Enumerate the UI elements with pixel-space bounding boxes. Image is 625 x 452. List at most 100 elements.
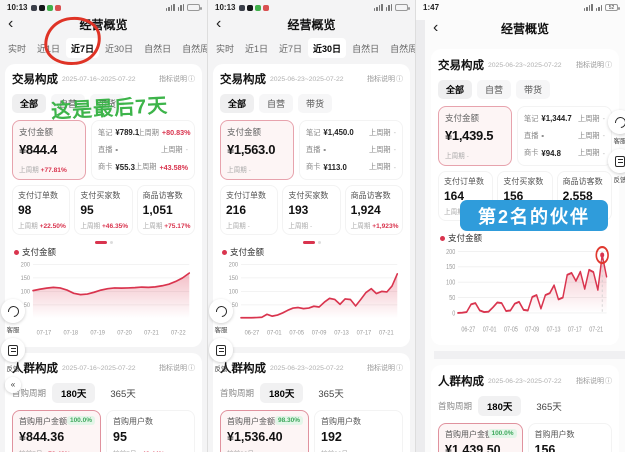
tab-1day[interactable]: 近1日 xyxy=(245,44,269,54)
pill-self[interactable]: 自营 xyxy=(51,94,86,113)
tab-natural-day[interactable]: 自然日 xyxy=(352,44,380,54)
customer-service-button[interactable]: 客服 xyxy=(1,299,25,334)
pill-affiliate[interactable]: 带货 xyxy=(298,94,333,113)
status-time: 1:47 xyxy=(423,3,440,12)
date-range: 2025-06-23~2025-07-22 xyxy=(270,75,344,83)
floating-tools: 客服 反馈 xyxy=(209,299,233,373)
tab-natural-week[interactable]: 自然周 xyxy=(182,44,207,54)
back-icon[interactable] xyxy=(216,17,230,31)
app-icon xyxy=(239,4,246,11)
channel-pills: 全部 自营 带货 xyxy=(220,94,403,113)
stat-buyers[interactable]: 支付买家数 156 xyxy=(497,171,553,221)
info-icon xyxy=(605,60,612,70)
pill-self[interactable]: 自营 xyxy=(477,80,512,99)
pill-all[interactable]: 全部 xyxy=(438,80,473,99)
metric-info-link[interactable]: 指标说明 xyxy=(159,363,195,373)
crowd-composition-card: 人群构成 2025-06-23~2025-07-22 指标说明 首购周期 180… xyxy=(431,365,619,452)
feedback-icon xyxy=(615,155,625,167)
status-system-icons xyxy=(373,4,410,11)
pill-all[interactable]: 全部 xyxy=(12,94,47,113)
carousel-dots[interactable] xyxy=(12,241,195,244)
tab-natural-week[interactable]: 自然周 xyxy=(390,44,415,54)
customer-service-button[interactable]: 客服 xyxy=(209,299,233,334)
tab-7days[interactable]: 近7日 xyxy=(66,38,100,58)
feedback-button[interactable]: 反馈 xyxy=(608,149,625,184)
customer-service-icon xyxy=(213,303,229,319)
tab-1day[interactable]: 近1日 xyxy=(37,44,61,54)
metric-info-link[interactable]: 指标说明 xyxy=(576,60,612,70)
payment-amount-card[interactable]: 支付金额 ¥844.4 上周期 +77.81% xyxy=(12,120,86,180)
first-purchase-amount-card[interactable]: 100.0% 首购用户金额 ¥844.36 较前7日 +79.48% xyxy=(12,410,101,452)
blue-caption-annotation: 第2名的伙伴 xyxy=(460,200,608,231)
metric-info-link[interactable]: 指标说明 xyxy=(367,363,403,373)
metric-info-link[interactable]: 指标说明 xyxy=(159,74,195,84)
payment-amount-card[interactable]: 支付金额 ¥1,439.5 上周期 - xyxy=(438,106,512,166)
app-icon xyxy=(55,4,62,11)
svg-text:50: 50 xyxy=(449,294,455,302)
first-purchase-users-card[interactable]: 首购用户数 156 较前30日 - xyxy=(527,423,612,452)
card-header: 交易构成 2025-06-23~2025-07-22 指标说明 xyxy=(220,71,403,87)
first-purchase-amount-card[interactable]: 100.0% 首购用户金额 ¥1,439.50 较前30日 - xyxy=(438,423,523,452)
stat-buyers[interactable]: 支付买家数 193 上周期 - xyxy=(282,185,341,235)
svg-text:0: 0 xyxy=(452,310,455,318)
pill-self[interactable]: 自营 xyxy=(259,94,294,113)
app-icon xyxy=(255,4,262,11)
period-label: 首购周期 xyxy=(220,388,255,398)
collapse-button[interactable]: « xyxy=(5,377,21,393)
period-365[interactable]: 365天 xyxy=(318,389,344,400)
svg-text:07-13: 07-13 xyxy=(547,326,561,334)
period-365[interactable]: 365天 xyxy=(536,402,562,413)
app-icon xyxy=(263,4,270,11)
card-header: 人群构成 2025-06-23~2025-07-22 指标说明 xyxy=(220,360,403,376)
period-365[interactable]: 365天 xyxy=(110,389,136,400)
customer-service-icon xyxy=(612,114,625,130)
crowd-composition-card: 人群构成 2025-07-16~2025-07-22 指标说明 首购周期 180… xyxy=(5,353,202,452)
first-purchase-users-card[interactable]: 首购用户数 95 较前7日 +48.44% xyxy=(106,410,195,452)
status-time: 10:13 xyxy=(7,3,28,12)
first-purchase-period-tabs: 首购周期 180天 365天 xyxy=(438,396,612,416)
tab-realtime[interactable]: 实时 xyxy=(216,44,235,54)
crowd-cards: 98.30% 首购用户金额 ¥1,536.40 较前30日 - 首购用户数 19… xyxy=(220,410,403,452)
pill-all[interactable]: 全部 xyxy=(220,94,255,113)
tab-7days[interactable]: 近7日 xyxy=(279,44,303,54)
section-title: 交易构成 xyxy=(438,60,484,72)
svg-text:200: 200 xyxy=(229,261,239,268)
tab-30days[interactable]: 近30日 xyxy=(308,38,347,58)
phone-screenshot-1: 10:13 经营概览 实时 近1日 近7日 近30日 自然日 自然周 自然 这是… xyxy=(0,0,208,452)
metric-info-link[interactable]: 指标说明 xyxy=(367,74,403,84)
stat-buyers[interactable]: 支付买家数 95 上周期 +46.35% xyxy=(74,185,133,235)
stat-visitors[interactable]: 商品访客数 1,051 上周期 +75.17% xyxy=(136,185,195,235)
first-purchase-users-card[interactable]: 首购用户数 192 较前30日 - xyxy=(314,410,403,452)
back-icon[interactable] xyxy=(433,21,447,35)
pill-affiliate[interactable]: 带货 xyxy=(90,94,125,113)
tab-realtime[interactable]: 实时 xyxy=(8,44,27,54)
date-range: 2025-06-23~2025-07-22 xyxy=(488,377,562,385)
carousel-dot-active xyxy=(94,241,107,244)
customer-service-button[interactable]: 客服 xyxy=(608,110,625,145)
period-180[interactable]: 180天 xyxy=(478,396,522,416)
carousel-dots[interactable] xyxy=(220,241,403,244)
period-180[interactable]: 180天 xyxy=(52,383,96,403)
page-title: 经营概览 xyxy=(79,17,128,32)
stat-orders[interactable]: 支付订单数 216 上周期 - xyxy=(220,185,279,235)
metric-info-link[interactable]: 指标说明 xyxy=(576,376,612,386)
svg-text:07-21: 07-21 xyxy=(379,329,394,336)
first-purchase-amount-card[interactable]: 98.30% 首购用户金额 ¥1,536.40 较前30日 - xyxy=(220,410,309,452)
svg-text:07-17: 07-17 xyxy=(37,329,52,336)
stat-orders[interactable]: 支付订单数 98 上周期 +22.50% xyxy=(12,185,71,235)
tab-30days[interactable]: 近30日 xyxy=(105,44,134,54)
feedback-button[interactable]: 反馈 xyxy=(209,338,233,373)
metric-value: ¥844.4 xyxy=(19,142,57,157)
svg-text:50: 50 xyxy=(24,302,31,309)
back-icon[interactable] xyxy=(8,17,22,31)
svg-text:07-01: 07-01 xyxy=(267,329,282,336)
breakdown-row: 笔记 ¥1,344.7 上周期 - xyxy=(524,113,605,124)
payment-amount-card[interactable]: 支付金额 ¥1,563.0 上周期 - xyxy=(220,120,294,180)
period-180[interactable]: 180天 xyxy=(260,383,304,403)
tab-natural-day[interactable]: 自然日 xyxy=(144,44,172,54)
pill-affiliate[interactable]: 带货 xyxy=(516,80,551,99)
status-system-icons xyxy=(165,4,202,11)
feedback-button[interactable]: 反馈 xyxy=(1,338,25,373)
stat-visitors[interactable]: 商品访客数 1,924 上周期 +1,923% xyxy=(344,185,403,235)
